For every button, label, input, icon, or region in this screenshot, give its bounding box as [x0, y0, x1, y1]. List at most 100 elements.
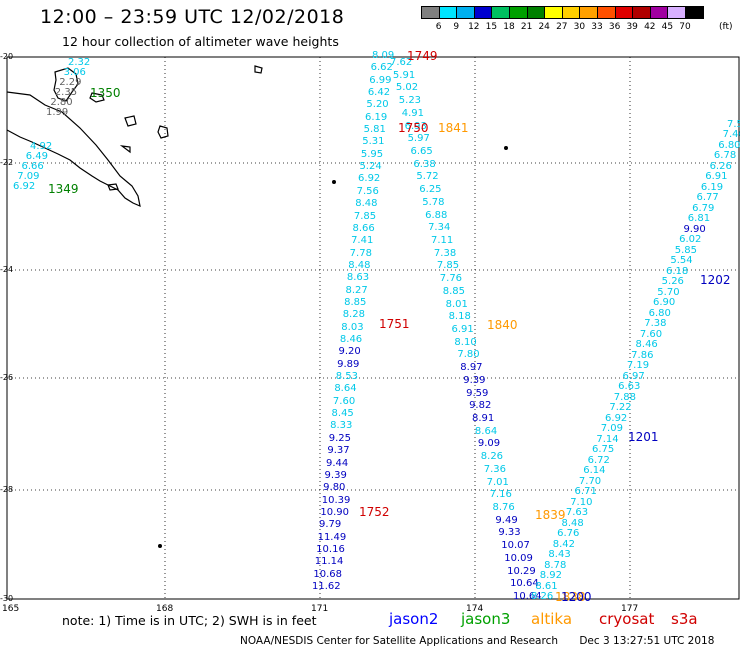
wave-height-value: 8.85 [344, 296, 367, 308]
colorbar-label: 30 [573, 22, 586, 32]
lat-label: -28 [0, 485, 14, 494]
wave-height-value: 6.26 [709, 160, 732, 172]
wave-height-value: 8.46 [339, 334, 363, 346]
wave-height-value: 2.29 [59, 77, 82, 88]
colorbar-label: 21 [520, 22, 533, 32]
wave-height-value: 6.92 [605, 412, 628, 424]
wave-height-value: 6.78 [713, 150, 737, 162]
wave-height-value: 4.91 [401, 107, 424, 119]
wave-height-value: 6.63 [618, 381, 641, 393]
wave-height-value: 11.62 [312, 581, 341, 592]
wave-height-value: 9.59 [466, 387, 489, 399]
pass-time-label: 1201 [628, 430, 659, 444]
wave-height-value: 6.79 [692, 202, 715, 214]
lon-label: 174 [466, 604, 484, 614]
pass-time-label: 1752 [359, 505, 390, 519]
wave-height-value: 7.22 [609, 402, 632, 414]
pass-time-label: 1749 [407, 49, 438, 63]
map-border [6, 56, 740, 600]
lon-label: 168 [156, 604, 174, 614]
wave-height-value: 2.35 [54, 87, 78, 98]
wave-height-value: 6.88 [425, 209, 448, 221]
wave-height-value: 5.31 [362, 136, 385, 148]
wave-height-value: 5.54 [670, 255, 693, 267]
wave-height-value: 5.85 [674, 244, 697, 256]
wave-height-value: 5.26 [661, 276, 684, 288]
wave-height-value: 2.80 [50, 97, 73, 108]
lon-label: 165 [2, 604, 20, 614]
pass-time-label: 1202 [700, 273, 731, 287]
colorbar-label: 39 [626, 22, 638, 32]
pass-time-label: 1839 [535, 508, 566, 522]
wave-height-value: 6.80 [648, 307, 671, 319]
wave-height-value: 6.42 [367, 87, 391, 99]
wave-height-value: 5.23 [398, 95, 422, 107]
wave-height-value: 7.16 [489, 489, 512, 501]
wave-height-value: 7.85 [436, 260, 460, 272]
wave-height-value: 6.90 [652, 297, 676, 309]
colorbar-label: 27 [556, 22, 568, 32]
wave-height-value: 5.78 [422, 196, 445, 208]
wave-height-value: 8.01 [445, 298, 468, 310]
colorbar-label: 24 [538, 22, 550, 32]
wave-height-value: 7.46 [722, 129, 740, 141]
wave-height-value: 7.60 [639, 328, 663, 340]
pass-time-label: 1200 [561, 590, 592, 604]
wave-height-value: 8.03 [341, 321, 364, 333]
colorbar-label: 45 [661, 22, 674, 32]
footer-timestamp: Dec 3 13:27:51 UTC 2018 [579, 635, 715, 647]
wave-height-value: 8.45 [331, 408, 354, 420]
wave-height-value: 5.81 [363, 124, 386, 136]
wave-height-value: 6.62 [370, 62, 393, 74]
pass-time-label: 1840 [487, 318, 518, 332]
wave-height-value: 6.66 [21, 161, 44, 172]
lat-label: -24 [0, 265, 14, 274]
wave-height-value: 7.80 [457, 349, 480, 361]
wave-height-value: 7.63 [565, 507, 589, 519]
wave-height-value: 9.20 [338, 346, 361, 358]
wave-height-value: 8.92 [539, 570, 562, 582]
wave-height-value: 7.14 [596, 433, 619, 445]
wave-height-value: 8.42 [552, 538, 576, 550]
wave-height-value: 7.56 [356, 185, 379, 197]
wave-height-value: 6.19 [700, 181, 724, 193]
wave-height-value: 6.65 [410, 146, 433, 157]
wave-height-value: 7.34 [428, 222, 451, 234]
wave-height-value: 8.97 [460, 362, 483, 374]
lat-label: -30 [0, 594, 14, 603]
wave-height-value: 6.76 [557, 528, 580, 540]
wave-height-value: 8.66 [352, 222, 375, 234]
wave-height-value: 2.32 [68, 57, 91, 68]
footer-org: NOAA/NESDIS Center for Satellite Applica… [240, 635, 558, 647]
wave-height-value: 10.64 [510, 578, 539, 590]
lon-label: 177 [621, 604, 639, 614]
wave-height-value: 7.38 [644, 318, 667, 330]
wave-height-value: 10.90 [320, 506, 349, 518]
wave-height-value: 5.97 [407, 133, 430, 145]
wave-height-value: 8.09 [372, 50, 395, 61]
wave-height-value: 6.25 [419, 184, 442, 196]
wave-height-value: 6.81 [687, 213, 711, 225]
wave-height-value: 6.91 [451, 324, 474, 335]
wave-height-value: 6.80 [718, 139, 740, 151]
wave-height-value: 7.19 [626, 360, 650, 372]
map-title: 12:00 – 23:59 UTC 12/02/2018 [40, 6, 345, 28]
wave-height-value: 9.80 [323, 482, 346, 494]
colorbar-label: 6 [435, 22, 442, 32]
wave-height-value: 8.27 [345, 284, 368, 296]
wave-height-value: 6.71 [574, 486, 597, 498]
wave-height-value: 6.49 [25, 151, 49, 162]
wave-height-value: 5.95 [360, 148, 384, 160]
colorbar-label: 12 [468, 22, 480, 32]
pass-time-label: 1750 [398, 121, 429, 135]
wave-height-value: 9.89 [337, 358, 360, 370]
wave-height-value: 9.25 [328, 432, 351, 444]
wave-height-value: 5.91 [392, 69, 416, 81]
satellite-jason2: jason2 [389, 610, 439, 628]
wave-height-value: 7.88 [613, 391, 637, 403]
wave-height-value: 9.39 [324, 469, 347, 481]
wave-height-value: 8.26 [480, 451, 504, 463]
wave-height-value: 8.10 [454, 336, 477, 348]
wave-height-value: 8.33 [330, 420, 353, 432]
